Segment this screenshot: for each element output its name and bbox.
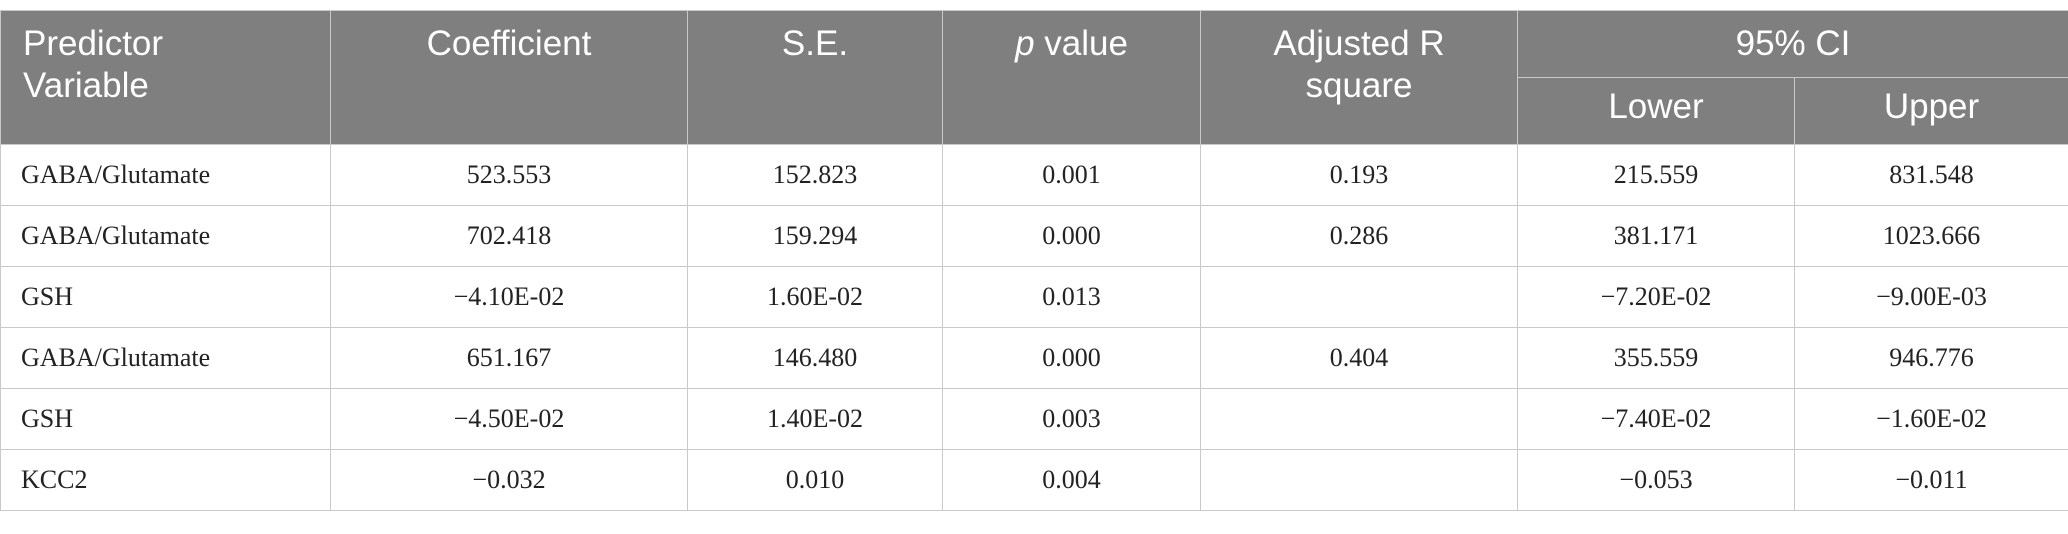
table-row: GSH −4.50E-02 1.40E-02 0.003 −7.40E-02 −1.60E… <box>0 388 2068 450</box>
table-cell: 651.167 <box>330 327 688 389</box>
table-cell: −1.60E-02 <box>1794 388 2068 450</box>
table-cell: 381.171 <box>1517 205 1795 267</box>
table-cell: 523.553 <box>330 144 688 206</box>
table-row: GABA/Glutamate 523.553 152.823 0.001 0.193 21… <box>0 144 2068 206</box>
table-cell: 215.559 <box>1517 144 1795 206</box>
table-cell: 0.004 <box>942 449 1201 511</box>
table-cell <box>1200 449 1518 511</box>
table-cell: 946.776 <box>1794 327 2068 389</box>
table-cell: 355.559 <box>1517 327 1795 389</box>
header-cell: Predictor Variable <box>0 10 331 145</box>
table-cell: GABA/Glutamate <box>0 327 331 389</box>
header-cell: Upper <box>1794 77 2068 145</box>
table-cell: GABA/Glutamate <box>0 205 331 267</box>
header-cell: Lower <box>1517 77 1795 145</box>
table-cell: GABA/Glutamate <box>0 144 331 206</box>
table-cell: −0.032 <box>330 449 688 511</box>
table-cell: −0.011 <box>1794 449 2068 511</box>
table-cell: 0.404 <box>1200 327 1518 389</box>
table-body: GABA/Glutamate 523.553 152.823 0.001 0.193 21… <box>0 144 2068 511</box>
results-table: Predictor Variable Coefficient S.E. p va… <box>0 10 2068 511</box>
table-cell: 1.60E-02 <box>687 266 943 328</box>
header-cell: S.E. <box>687 10 943 145</box>
table-cell: −4.10E-02 <box>330 266 688 328</box>
table-cell <box>1200 266 1518 328</box>
table-cell: 0.001 <box>942 144 1201 206</box>
table-cell: 0.000 <box>942 327 1201 389</box>
header-cell: Coefficient <box>330 10 688 145</box>
table-cell: 0.003 <box>942 388 1201 450</box>
table-cell: 159.294 <box>687 205 943 267</box>
header-text: Adjusted R square <box>1273 24 1445 105</box>
table-row: KCC2 −0.032 0.010 0.004 −0.053 −0.011 <box>0 449 2068 511</box>
table-cell: 146.480 <box>687 327 943 389</box>
table-cell: 0.010 <box>687 449 943 511</box>
table-cell: −0.053 <box>1517 449 1795 511</box>
table-cell: 0.286 <box>1200 205 1518 267</box>
header-cell: p value <box>942 10 1201 145</box>
header-cell: Adjusted R square <box>1200 10 1518 145</box>
table-cell: 831.548 <box>1794 144 2068 206</box>
header-cell: 95% CI <box>1517 10 2068 78</box>
table-cell <box>1200 388 1518 450</box>
table-cell: GSH <box>0 388 331 450</box>
table-row: GABA/Glutamate 651.167 146.480 0.000 0.404 35… <box>0 327 2068 389</box>
table-row: GABA/Glutamate 702.418 159.294 0.000 0.286 38… <box>0 205 2068 267</box>
table-cell: 0.193 <box>1200 144 1518 206</box>
table-cell: −4.50E-02 <box>330 388 688 450</box>
page: Predictor Variable Coefficient S.E. p va… <box>0 10 2068 534</box>
table-cell: 702.418 <box>330 205 688 267</box>
table-cell: 0.013 <box>942 266 1201 328</box>
table-cell: −7.40E-02 <box>1517 388 1795 450</box>
table-cell: KCC2 <box>0 449 331 511</box>
table-cell: 1.40E-02 <box>687 388 943 450</box>
table-cell: −7.20E-02 <box>1517 266 1795 328</box>
table-cell: 152.823 <box>687 144 943 206</box>
table-row: GSH −4.10E-02 1.60E-02 0.013 −7.20E-02 −9.00E… <box>0 266 2068 328</box>
table-header: Predictor Variable Coefficient S.E. p va… <box>0 10 2068 145</box>
table-cell: 0.000 <box>942 205 1201 267</box>
header-text: Predictor Variable <box>23 24 164 105</box>
table-cell: 1023.666 <box>1794 205 2068 267</box>
table-cell: −9.00E-03 <box>1794 266 2068 328</box>
table-cell: GSH <box>0 266 331 328</box>
